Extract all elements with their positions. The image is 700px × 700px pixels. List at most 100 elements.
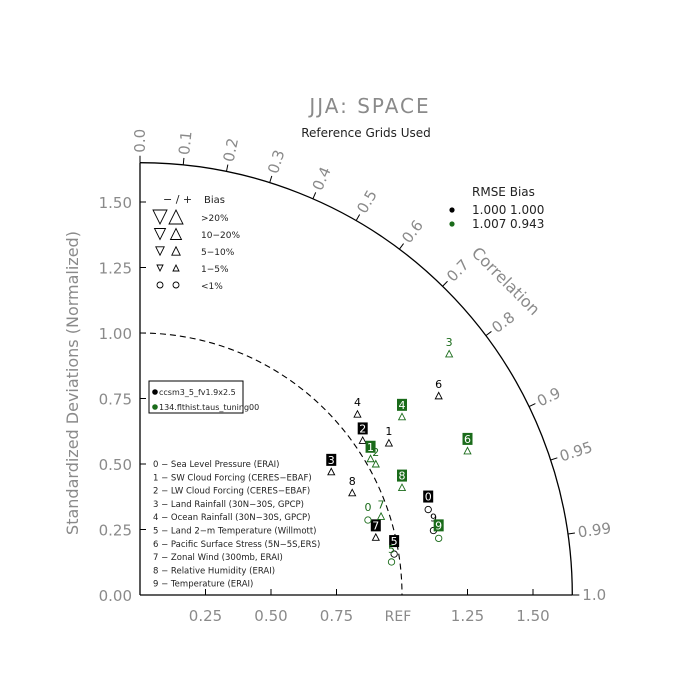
bias-legend-down-triangle (156, 264, 164, 273)
correlation-tick (269, 175, 273, 183)
data-point-marker (358, 435, 367, 444)
variable-legend-item: 5 − Land 2−m Temperature (Willmott) (153, 527, 317, 537)
correlation-tick-label: 0.2 (220, 136, 242, 163)
y-tick-label: 0.00 (99, 587, 132, 605)
chart-subtitle: Reference Grids Used (301, 126, 431, 140)
data-point-label-box (370, 519, 381, 532)
correlation-tick-label: 0.8 (488, 308, 518, 337)
data-point-marker (435, 534, 443, 543)
data-point-label: 9 (430, 512, 437, 525)
data-point-label-box (397, 469, 407, 482)
data-point-label: 2 (372, 446, 379, 459)
variable-legend-item: 1 − SW Cloud Forcing (CERES−EBAF) (153, 473, 312, 483)
case-legend-dot (152, 404, 158, 410)
bias-legend-up-triangle (172, 263, 180, 272)
data-point-marker (463, 446, 472, 455)
correlation-tick-label: 0.99 (577, 519, 613, 542)
data-point-label-box (357, 422, 368, 435)
case-legend-name: ccsm3_5_fv1.9x2.5 (159, 388, 236, 397)
correlation-tick-label: 0.3 (264, 148, 288, 176)
correlation-tick-label: 0.5 (353, 187, 381, 217)
data-point-label: 6 (464, 433, 471, 446)
x-tick-label: 0.25 (189, 607, 222, 625)
correlation-tick (398, 243, 404, 250)
x-tick-label: 0.50 (254, 607, 287, 625)
correlation-arc (139, 162, 573, 596)
data-point-label-box (397, 398, 407, 411)
data-point-label: 7 (378, 498, 385, 511)
correlation-tick (182, 157, 185, 165)
rmse-value: 1.007 (472, 217, 506, 231)
data-point-label: 2 (359, 422, 366, 435)
bias-legend-label: 5−10% (201, 248, 235, 258)
correlation-tick (567, 532, 575, 535)
correlation-tick (485, 331, 492, 337)
data-point-label: 1 (367, 441, 374, 454)
bias-legend-sign-header: − / + (163, 193, 192, 206)
bias-value: 1.000 (510, 203, 544, 217)
data-point-label: 3 (446, 336, 453, 349)
data-point-marker (327, 467, 336, 476)
case-legend-box (148, 380, 244, 414)
correlation-tick (528, 403, 536, 408)
bias-legend-down-triangle (153, 228, 167, 241)
correlation-tick (550, 457, 558, 461)
bias-legend-label: 10−20% (201, 231, 240, 241)
variable-legend-item: 4 − Ocean Rainfall (30N−30S, GPCP) (153, 513, 310, 523)
data-point-marker (424, 505, 432, 514)
data-point-marker (366, 454, 375, 463)
data-point-label: 4 (399, 399, 406, 412)
y-tick-label: 0.50 (99, 456, 132, 474)
correlation-tick-label: 0.7 (443, 256, 473, 286)
rmse-bias-dot (449, 207, 455, 213)
correlation-axis-title: Correlation (468, 243, 544, 319)
data-point-marker (390, 550, 398, 558)
data-point-label: 0 (425, 491, 432, 504)
data-point-marker (371, 459, 380, 468)
correlation-tick-label: 0.95 (557, 438, 594, 466)
data-point-label: 5 (391, 535, 398, 548)
data-point-marker (371, 532, 380, 541)
data-point-label-box (433, 519, 444, 532)
data-point-marker (397, 483, 407, 492)
y-tick-label: 0.75 (99, 391, 132, 409)
bias-legend-down-triangle (155, 246, 165, 257)
bias-value: 0.943 (510, 217, 544, 231)
correlation-tick-label: 1.0 (582, 586, 606, 604)
data-point-marker (445, 349, 454, 358)
y-tick-label: 1.50 (99, 194, 132, 212)
series-1: 0 12 3 4 5 6 7 8 9 (364, 336, 473, 566)
data-marks-layer: 0 12 3 4 5 6 7 8 90 12 3 4 5 6 7 8 9 (326, 336, 473, 566)
variable-legend-item: 0 − Sea Level Pressure (ERAI) (153, 460, 280, 470)
bias-legend-label: 1−5% (201, 265, 229, 275)
rmse-bias-header: RMSE Bias (472, 185, 535, 199)
data-point-marker (384, 438, 394, 447)
data-point-label-box (423, 490, 434, 503)
correlation-tick-label: 0.0 (131, 129, 149, 153)
data-point-label: 7 (372, 519, 379, 532)
data-point-label: 3 (328, 454, 335, 467)
data-point-label-box (462, 432, 473, 445)
bias-legend-circle (156, 281, 164, 289)
data-point-marker (387, 558, 396, 566)
y-tick-label: 0.25 (99, 522, 132, 540)
variable-legend-item: 3 − Land Rainfall (30N−30S, GPCP) (153, 500, 304, 510)
axes-layer: 0.000.250.500.751.001.251.500.25 0.50 0.75… (99, 129, 613, 625)
data-point-label: 9 (435, 519, 442, 532)
y-axis-title: Standardized Deviations (Normalized) (63, 231, 82, 535)
data-point-marker (348, 488, 357, 497)
bias-legend-up-triangle (169, 227, 183, 240)
correlation-tick-label: 0.6 (398, 217, 427, 247)
data-point-label: 4 (354, 396, 361, 409)
y-tick-label: 1.25 (99, 260, 132, 278)
correlation-tick (312, 192, 317, 199)
variable-legend-item: 7 − Zonal Wind (300mb, ERAI) (153, 553, 283, 563)
data-point-label: 8 (399, 470, 406, 483)
data-point-marker (353, 409, 362, 418)
data-point-label: 8 (349, 475, 356, 488)
data-point-label-box (326, 453, 337, 466)
x-tick-label: 0.75 (320, 607, 353, 625)
data-point-label: 5 (388, 543, 395, 556)
